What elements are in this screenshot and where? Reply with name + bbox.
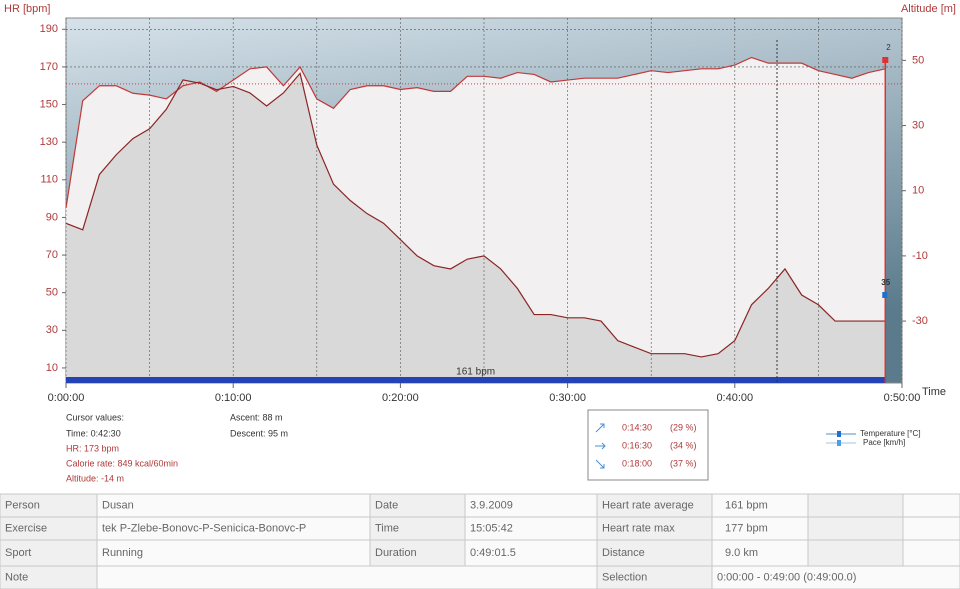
end-marker xyxy=(882,292,888,298)
end-marker xyxy=(882,57,889,63)
table-cell xyxy=(902,516,960,541)
y-tick-label: 190 xyxy=(40,23,58,35)
legend-marker xyxy=(837,440,841,446)
legend-marker xyxy=(837,431,841,437)
table-value: 177 bpm xyxy=(725,522,768,534)
x-tick-label: 0:10:00 xyxy=(215,392,252,404)
y-tick-label: 90 xyxy=(46,211,58,223)
table-cell xyxy=(807,493,904,518)
table-cell xyxy=(902,539,960,567)
zones: 0:14:30 (29 %) 0:16:30 (34 %) 0:18:00 (37 %) xyxy=(622,422,697,468)
table-value: 0:49:01.5 xyxy=(470,547,516,559)
y2-tick-label: 50 xyxy=(912,54,924,66)
table-label: Exercise xyxy=(5,522,47,534)
y-axis-title: HR [bpm] xyxy=(4,3,50,15)
table-cell xyxy=(96,565,598,589)
arrow-down xyxy=(595,459,605,469)
cursor-altitude: Altitude: -14 m xyxy=(66,473,124,483)
table-cell xyxy=(711,565,960,589)
y2-axis-title: Altitude [m] xyxy=(901,3,956,15)
table-value: 9.0 km xyxy=(725,547,758,559)
zone-percent: (37 %) xyxy=(670,458,697,468)
zone-time: 0:18:00 xyxy=(622,458,652,468)
table-cell xyxy=(902,493,960,518)
table-value: 15:05:42 xyxy=(470,522,513,534)
y-tick-label: 30 xyxy=(46,324,58,336)
y-tick-label: 70 xyxy=(46,249,58,261)
y-tick-label: 10 xyxy=(46,362,58,374)
descent: Descent: 95 m xyxy=(230,428,288,438)
table-label: Sport xyxy=(5,547,31,559)
end-label: 35 xyxy=(881,278,890,287)
x-tick-label: 0:50:00 xyxy=(884,392,921,404)
table-cell xyxy=(96,493,371,518)
plot: 161 bpm 2 35 xyxy=(65,18,903,383)
y-tick-label: 50 xyxy=(46,287,58,299)
table-value: 3.9.2009 xyxy=(470,499,513,511)
x-tick-label: 0:40:00 xyxy=(716,392,753,404)
cursor-time: Time: 0:42:30 xyxy=(66,428,121,438)
y2-tick-label: 10 xyxy=(912,185,924,197)
y2-tick-label: -30 xyxy=(912,315,928,327)
table-cell xyxy=(807,539,904,567)
table-label: Heart rate max xyxy=(602,522,675,534)
table-value: tek P-Zlebe-Bonovc-P-Senicica-Bonovc-P xyxy=(102,522,306,534)
cursor-hr: HR: 173 bpm xyxy=(66,443,119,453)
lap-bar xyxy=(66,377,886,383)
y-tick-label: 110 xyxy=(40,174,58,186)
table-value: 161 bpm xyxy=(725,499,768,511)
end-label: 2 xyxy=(886,43,891,52)
info-table: Person Dusan Date 3.9.2009 Heart rate averag… xyxy=(0,493,960,589)
zone-arrows xyxy=(595,423,606,469)
table-cell xyxy=(96,539,371,567)
table-label: Heart rate average xyxy=(602,499,694,511)
cursor-panel: Cursor values: Time: 0:42:30 HR: 173 bpm… xyxy=(66,412,288,483)
series-line xyxy=(65,56,886,209)
x-tick-label: 0:20:00 xyxy=(382,392,419,404)
table-cell xyxy=(711,539,809,567)
table-label: Date xyxy=(375,499,398,511)
legend-label: Temperature [°C] xyxy=(860,429,921,438)
zone-percent: (34 %) xyxy=(670,440,697,450)
y-tick-label: 130 xyxy=(40,136,58,148)
y2-tick-label: 30 xyxy=(912,119,924,131)
legend-label: Pace [km/h] xyxy=(863,438,905,447)
series-area xyxy=(66,73,886,383)
legend: Temperature [°C] Pace [km/h] xyxy=(826,429,921,447)
table-value: Running xyxy=(102,547,143,559)
arrow-flat xyxy=(595,442,606,450)
table-value: Dusan xyxy=(102,499,134,511)
zone-percent: (29 %) xyxy=(670,422,697,432)
x-tick-label: 0:00:00 xyxy=(48,392,85,404)
zone-time: 0:14:30 xyxy=(622,422,652,432)
arrow-up xyxy=(595,423,605,433)
table-label: Duration xyxy=(375,547,417,559)
zone-box xyxy=(587,409,709,481)
table-label: Person xyxy=(5,499,40,511)
table-label: Distance xyxy=(602,547,645,559)
table-label: Time xyxy=(375,522,399,534)
y-tick-label: 170 xyxy=(40,61,58,73)
x-tick-label: 0:30:00 xyxy=(549,392,586,404)
table-value: 0:00:00 - 0:49:00 (0:49:00.0) xyxy=(717,571,856,583)
table-cell xyxy=(807,516,904,541)
cursor-title: Cursor values: xyxy=(66,412,124,422)
table-label: Selection xyxy=(602,571,647,583)
table-cell xyxy=(596,539,713,567)
y-tick-label: 150 xyxy=(40,98,58,110)
ascent: Ascent: 88 m xyxy=(230,412,283,422)
table-label: Note xyxy=(5,571,28,583)
lap-label: 161 bpm xyxy=(456,367,495,378)
x-axis-title: Time xyxy=(922,386,946,398)
series-line xyxy=(65,72,886,358)
cursor-calorie: Calorie rate: 849 kcal/60min xyxy=(66,458,178,468)
y2-tick-label: -10 xyxy=(912,250,928,262)
zone-time: 0:16:30 xyxy=(622,440,652,450)
